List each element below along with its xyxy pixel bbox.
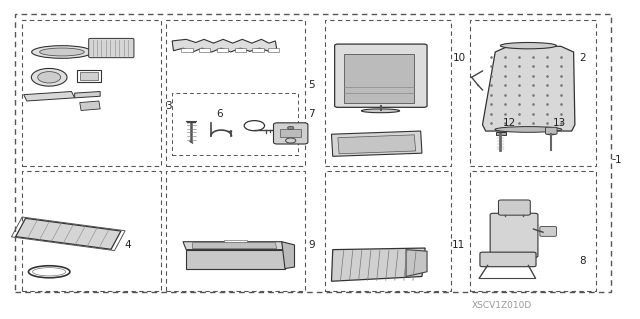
Ellipse shape bbox=[362, 109, 399, 113]
Text: 4: 4 bbox=[124, 240, 131, 250]
Polygon shape bbox=[483, 46, 575, 131]
Ellipse shape bbox=[495, 127, 562, 132]
Polygon shape bbox=[183, 242, 285, 250]
Polygon shape bbox=[15, 218, 121, 249]
Bar bbox=[199, 48, 211, 52]
Bar bbox=[325, 171, 451, 291]
Text: 13: 13 bbox=[552, 118, 566, 128]
FancyBboxPatch shape bbox=[273, 123, 308, 144]
FancyBboxPatch shape bbox=[540, 226, 556, 236]
Ellipse shape bbox=[547, 132, 556, 135]
Text: 3: 3 bbox=[165, 101, 172, 111]
Bar bbox=[22, 171, 161, 291]
Polygon shape bbox=[75, 92, 100, 98]
Bar bbox=[235, 48, 246, 52]
Bar bbox=[166, 171, 305, 291]
FancyBboxPatch shape bbox=[545, 127, 557, 134]
Text: 7: 7 bbox=[308, 109, 315, 119]
Text: 12: 12 bbox=[503, 118, 516, 128]
Ellipse shape bbox=[500, 42, 556, 49]
Text: 2: 2 bbox=[579, 53, 586, 63]
Bar bbox=[252, 48, 264, 52]
Bar bbox=[217, 48, 228, 52]
Polygon shape bbox=[24, 92, 75, 101]
Text: 5: 5 bbox=[308, 80, 315, 90]
FancyBboxPatch shape bbox=[490, 213, 538, 257]
Bar bbox=[77, 70, 100, 82]
Bar bbox=[344, 54, 414, 103]
Polygon shape bbox=[80, 101, 100, 110]
Bar bbox=[181, 48, 193, 52]
Polygon shape bbox=[193, 243, 276, 249]
Circle shape bbox=[38, 71, 61, 83]
Circle shape bbox=[31, 69, 67, 86]
Bar bbox=[166, 20, 305, 166]
Bar bbox=[80, 71, 98, 80]
Bar bbox=[470, 171, 596, 291]
Bar bbox=[225, 240, 246, 242]
Polygon shape bbox=[186, 250, 285, 269]
Bar bbox=[172, 93, 298, 155]
Bar bbox=[268, 48, 279, 52]
Bar bbox=[15, 14, 611, 292]
Text: 6: 6 bbox=[217, 109, 223, 119]
Bar bbox=[280, 129, 301, 137]
Circle shape bbox=[287, 126, 294, 130]
Bar bbox=[22, 20, 161, 166]
Text: 11: 11 bbox=[452, 240, 465, 250]
Text: 9: 9 bbox=[308, 240, 315, 250]
Ellipse shape bbox=[31, 46, 92, 58]
Ellipse shape bbox=[40, 48, 84, 56]
Polygon shape bbox=[172, 39, 276, 52]
FancyBboxPatch shape bbox=[480, 252, 536, 267]
Bar bbox=[496, 132, 506, 135]
Text: XSCV1Z010D: XSCV1Z010D bbox=[472, 301, 532, 310]
FancyBboxPatch shape bbox=[335, 44, 427, 107]
FancyBboxPatch shape bbox=[89, 38, 134, 58]
Bar bbox=[470, 20, 596, 166]
Polygon shape bbox=[282, 242, 294, 269]
Text: 10: 10 bbox=[452, 53, 465, 63]
Bar bbox=[325, 20, 451, 166]
FancyBboxPatch shape bbox=[499, 200, 531, 215]
Polygon shape bbox=[338, 135, 415, 154]
Polygon shape bbox=[406, 250, 427, 277]
Polygon shape bbox=[332, 131, 422, 156]
Text: 8: 8 bbox=[579, 256, 586, 266]
Text: 1: 1 bbox=[615, 154, 621, 165]
Polygon shape bbox=[332, 248, 425, 281]
